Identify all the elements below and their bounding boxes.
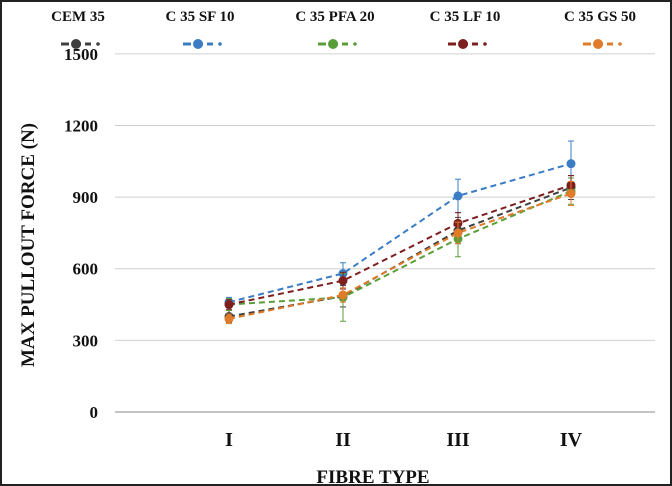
- data-point: [224, 300, 234, 310]
- x-axis-title: FIBRE TYPE: [316, 467, 429, 486]
- legend: CEM 35 C 35 SF 10 C 35 PFA 20 C 35 LF 10 C 3…: [51, 9, 636, 49]
- legend-dot: [96, 42, 100, 46]
- legend-dot: [353, 42, 357, 46]
- legend-label: C 35 PFA 20: [295, 9, 374, 25]
- legend-label: C 35 SF 10: [165, 9, 234, 25]
- legend-label: C 35 LF 10: [430, 9, 501, 25]
- x-tick-label: II: [335, 429, 351, 451]
- series: [224, 175, 576, 310]
- data-point: [453, 191, 463, 201]
- legend-dot: [483, 42, 487, 46]
- legend-marker: [193, 39, 203, 49]
- series-line: [228, 192, 572, 320]
- x-axis-ticks: I II III IV: [225, 429, 583, 451]
- series: [224, 181, 576, 325]
- data-point: [338, 290, 348, 300]
- y-axis-ticks: 0 300 600 900 1200 1500: [64, 45, 98, 422]
- data-point: [224, 314, 234, 324]
- data-point: [566, 159, 576, 169]
- y-tick-label: 600: [73, 260, 99, 279]
- legend-item: C 35 PFA 20: [295, 9, 375, 49]
- data-point: [566, 189, 576, 199]
- y-tick-label: 300: [73, 331, 99, 350]
- x-tick-label: IV: [560, 429, 583, 451]
- legend-item: C 35 SF 10: [165, 9, 235, 49]
- series-line: [228, 190, 572, 306]
- y-tick-label: 1200: [64, 116, 98, 135]
- y-tick-label: 0: [90, 403, 99, 422]
- legend-item: C 35 GS 50: [564, 9, 636, 49]
- y-tick-label: 900: [73, 188, 99, 207]
- data-point: [453, 228, 463, 238]
- legend-label: CEM 35: [51, 9, 105, 25]
- legend-marker: [71, 39, 81, 49]
- legend-dot: [618, 42, 622, 46]
- series-line: [228, 184, 572, 306]
- y-axis-title: MAX PULLOUT FORCE (N): [18, 123, 39, 367]
- legend-marker: [593, 39, 603, 49]
- legend-label: C 35 GS 50: [564, 9, 636, 25]
- y-tick-label: 1500: [64, 45, 98, 64]
- series-layer: [224, 140, 576, 325]
- series-line: [228, 162, 572, 304]
- legend-item: CEM 35: [51, 9, 105, 49]
- legend-dot: [218, 42, 222, 46]
- x-tick-label: III: [446, 429, 470, 451]
- x-tick-label: I: [225, 429, 233, 451]
- legend-marker: [328, 39, 338, 49]
- legend-item: C 35 LF 10: [430, 9, 501, 49]
- legend-marker: [458, 39, 468, 49]
- data-point: [338, 276, 348, 286]
- gridlines: [115, 53, 655, 413]
